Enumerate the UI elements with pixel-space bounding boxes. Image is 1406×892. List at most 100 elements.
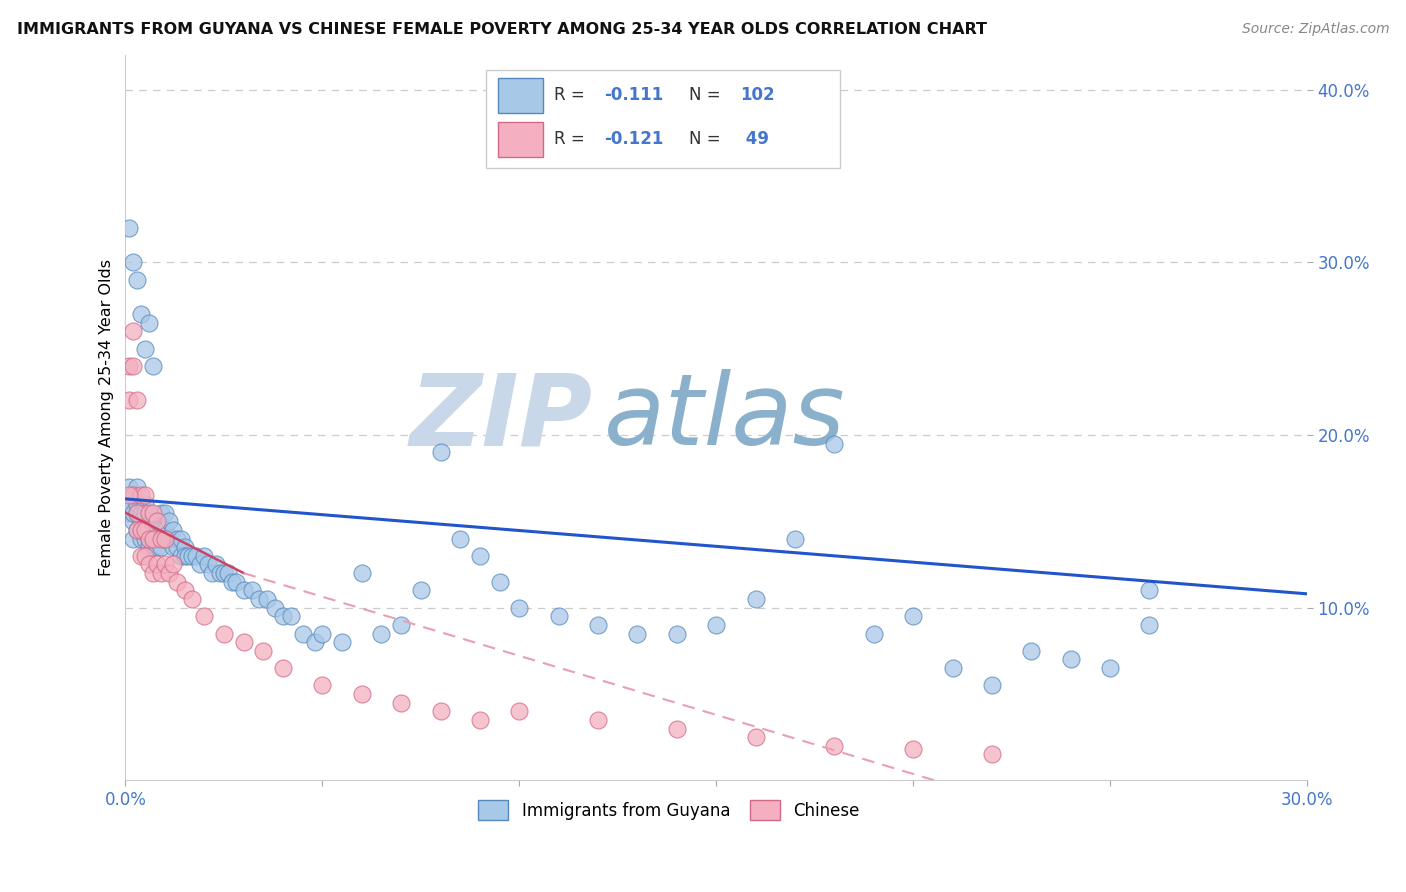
Point <box>980 747 1002 762</box>
Text: ZIP: ZIP <box>409 369 592 467</box>
Point <box>429 704 451 718</box>
Point <box>173 540 195 554</box>
Point <box>127 506 149 520</box>
Point <box>122 255 145 269</box>
Y-axis label: Female Poverty Among 25-34 Year Olds: Female Poverty Among 25-34 Year Olds <box>100 260 114 576</box>
Point <box>188 558 211 572</box>
Point <box>149 566 172 581</box>
FancyBboxPatch shape <box>486 70 841 168</box>
Point <box>221 574 243 589</box>
Point <box>122 325 145 339</box>
Point <box>1060 652 1083 666</box>
Point <box>138 506 160 520</box>
Point <box>134 506 156 520</box>
Point <box>138 532 160 546</box>
Point <box>134 532 156 546</box>
Point <box>173 549 195 563</box>
Point <box>901 742 924 756</box>
Point <box>941 661 963 675</box>
Point <box>118 359 141 373</box>
Point <box>153 506 176 520</box>
Point <box>169 532 191 546</box>
Point <box>127 272 149 286</box>
Point <box>280 609 302 624</box>
Point <box>862 626 884 640</box>
Point <box>193 609 215 624</box>
Point <box>146 514 169 528</box>
Point <box>350 687 373 701</box>
Point <box>118 220 141 235</box>
Point <box>162 523 184 537</box>
Text: R =: R = <box>554 86 585 104</box>
Point <box>232 635 254 649</box>
Point <box>142 359 165 373</box>
Point <box>129 549 152 563</box>
Point <box>122 359 145 373</box>
Point <box>142 532 165 546</box>
Point <box>118 393 141 408</box>
Point <box>162 558 184 572</box>
Point <box>181 592 204 607</box>
Point <box>138 523 160 537</box>
Point <box>468 713 491 727</box>
Point <box>823 436 845 450</box>
Point <box>256 592 278 607</box>
Point <box>134 549 156 563</box>
Text: N =: N = <box>689 86 721 104</box>
Point <box>429 445 451 459</box>
Point <box>149 532 172 546</box>
Point <box>153 532 176 546</box>
Point <box>127 506 149 520</box>
Point <box>330 635 353 649</box>
Point <box>271 609 294 624</box>
Point <box>142 514 165 528</box>
Point <box>626 626 648 640</box>
Point <box>212 566 235 581</box>
Point <box>129 506 152 520</box>
Point <box>129 514 152 528</box>
Point <box>127 480 149 494</box>
Point <box>118 480 141 494</box>
Point <box>166 540 188 554</box>
Point <box>508 600 530 615</box>
Point <box>311 626 333 640</box>
Point <box>468 549 491 563</box>
Point <box>783 532 806 546</box>
Point <box>409 583 432 598</box>
Point <box>138 532 160 546</box>
Point <box>146 523 169 537</box>
Point <box>488 574 510 589</box>
Text: -0.111: -0.111 <box>605 86 664 104</box>
Point <box>122 532 145 546</box>
Point <box>146 540 169 554</box>
Point <box>547 609 569 624</box>
Point <box>744 592 766 607</box>
Point <box>173 583 195 598</box>
Point <box>186 549 208 563</box>
Point <box>118 497 141 511</box>
Text: 102: 102 <box>740 86 775 104</box>
Point <box>149 523 172 537</box>
Point <box>142 532 165 546</box>
Point <box>134 523 156 537</box>
Point <box>157 514 180 528</box>
Text: IMMIGRANTS FROM GUYANA VS CHINESE FEMALE POVERTY AMONG 25-34 YEAR OLDS CORRELATI: IMMIGRANTS FROM GUYANA VS CHINESE FEMALE… <box>17 22 987 37</box>
Point <box>1021 644 1043 658</box>
Point <box>177 549 200 563</box>
Point <box>205 558 228 572</box>
Point <box>197 558 219 572</box>
Point <box>586 618 609 632</box>
Point <box>212 626 235 640</box>
Point <box>134 488 156 502</box>
Point <box>350 566 373 581</box>
Point <box>201 566 224 581</box>
Text: Source: ZipAtlas.com: Source: ZipAtlas.com <box>1241 22 1389 37</box>
Text: 49: 49 <box>740 129 769 147</box>
Point <box>129 307 152 321</box>
Point <box>1099 661 1122 675</box>
Point <box>149 506 172 520</box>
Point <box>291 626 314 640</box>
Point <box>744 730 766 744</box>
Point <box>823 739 845 753</box>
Point <box>370 626 392 640</box>
